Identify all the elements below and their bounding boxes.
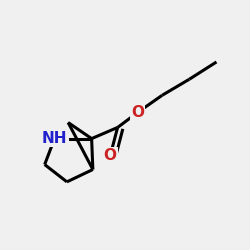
- Text: NH: NH: [42, 131, 67, 146]
- Text: O: O: [104, 148, 117, 164]
- Text: O: O: [131, 105, 144, 120]
